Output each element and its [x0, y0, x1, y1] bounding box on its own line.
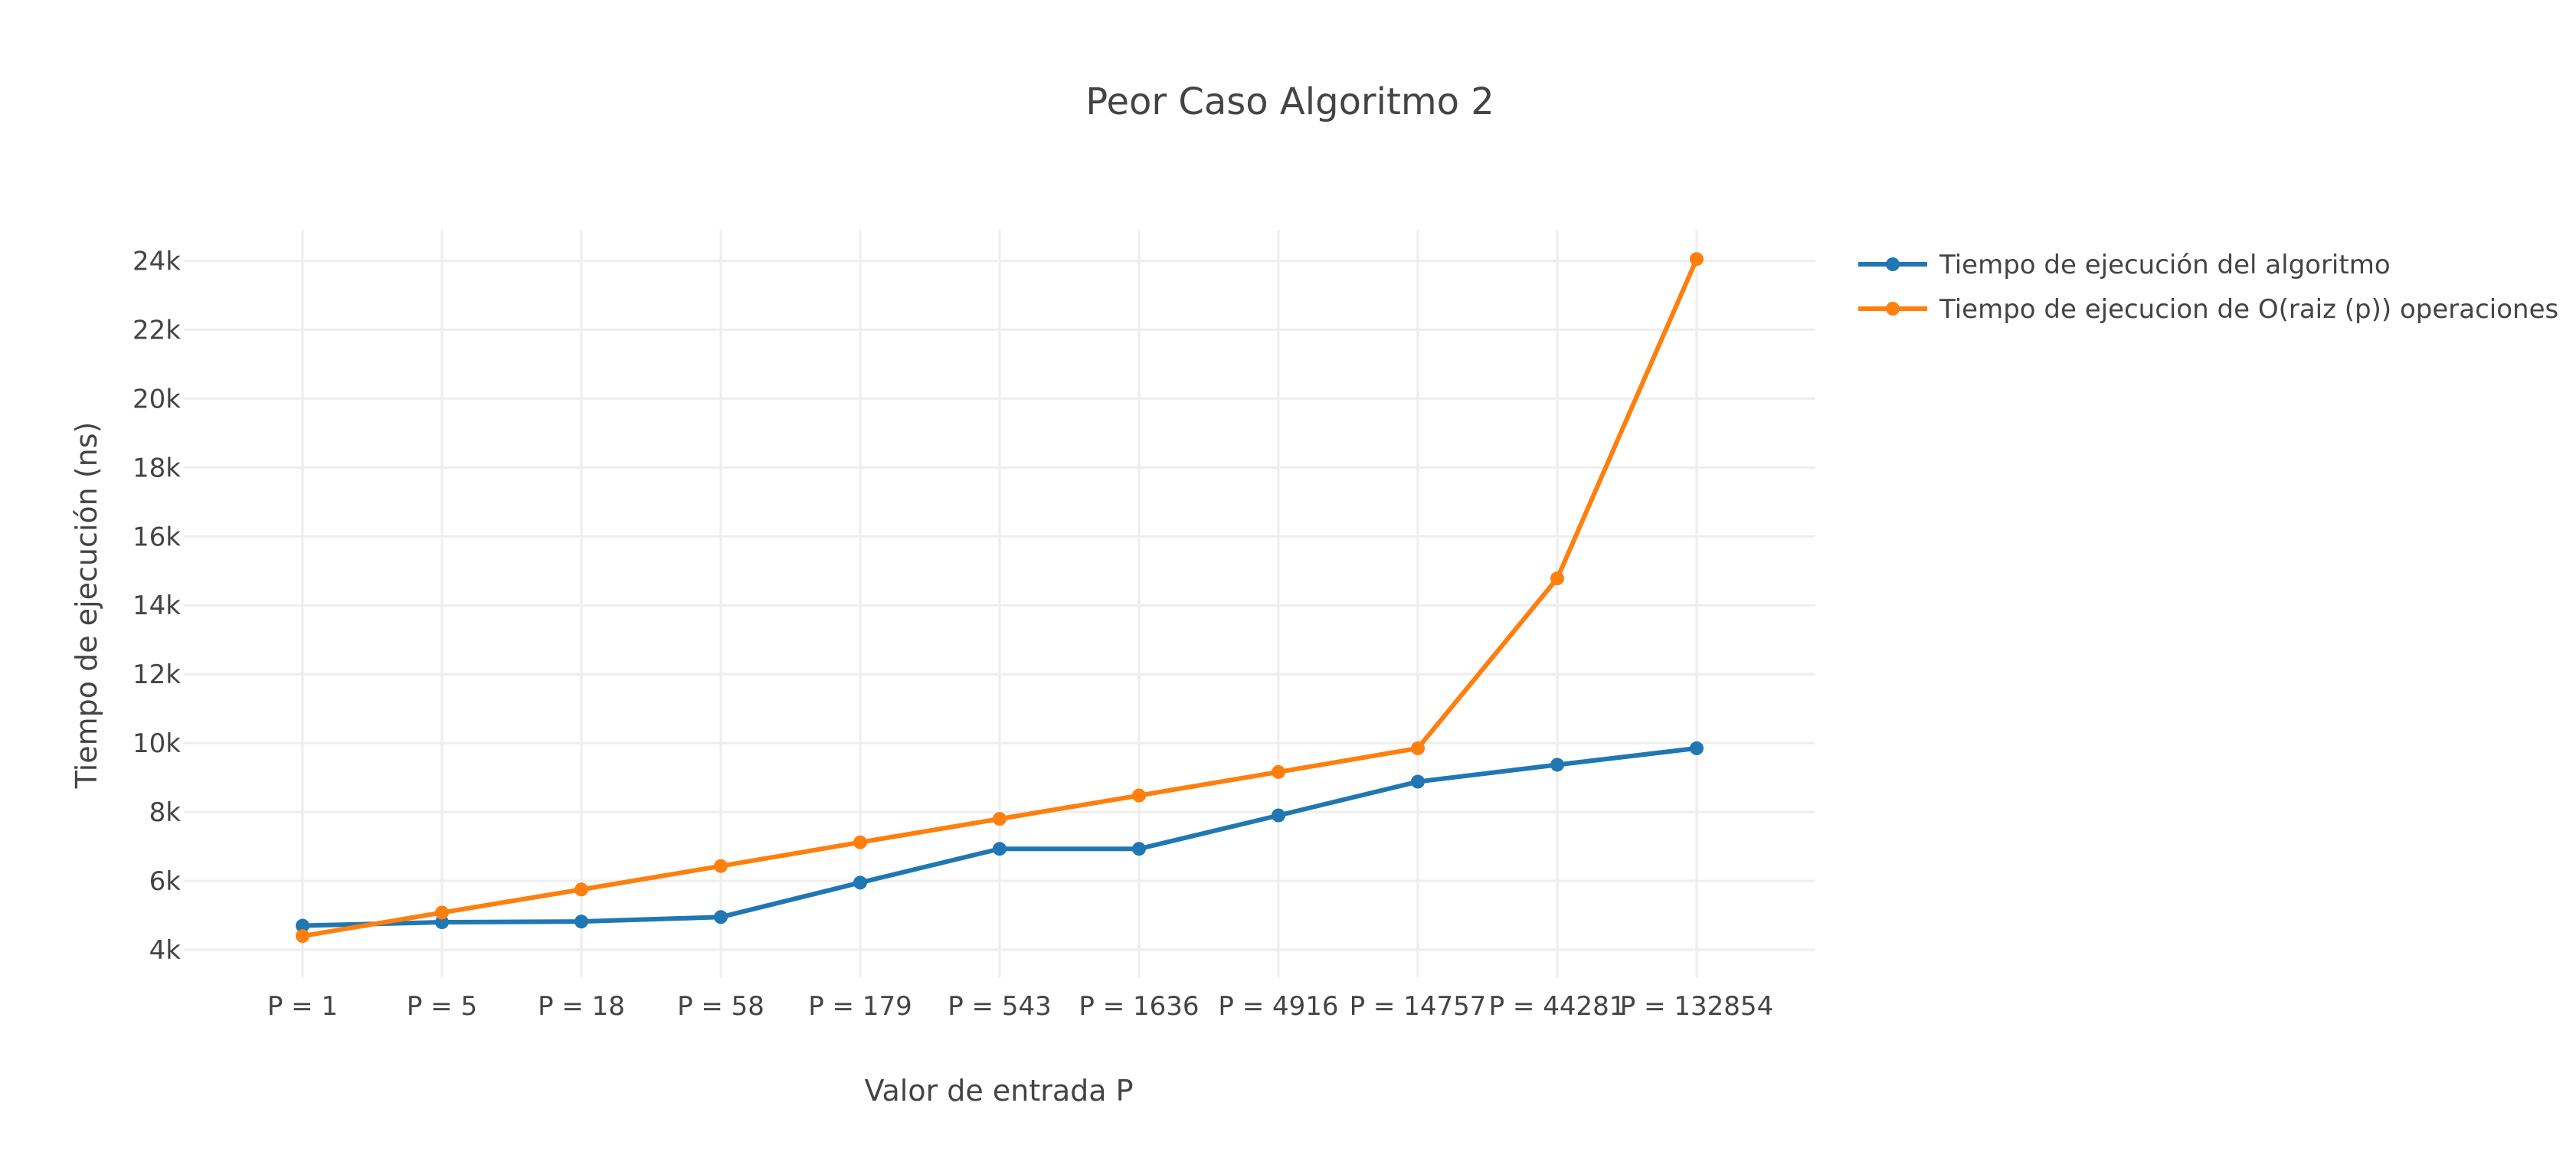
legend-marker	[1886, 302, 1900, 316]
chart-title: Peor Caso Algoritmo 2	[1085, 80, 1494, 123]
x-tick-label: P = 14757	[1350, 991, 1487, 1022]
data-point	[714, 859, 728, 873]
data-point	[574, 915, 588, 929]
x-axis-title: Valor de entrada P	[864, 1074, 1133, 1108]
y-tick-label: 12k	[133, 659, 181, 690]
series-2	[296, 252, 1704, 944]
x-tick-label: P = 58	[677, 991, 764, 1022]
data-point	[574, 882, 588, 897]
x-tick-label: P = 1636	[1079, 991, 1199, 1022]
legend-label: Tiempo de ejecucion de O(raiz (p)) opera…	[1939, 294, 2558, 325]
x-tick-label: P = 44281	[1489, 991, 1626, 1022]
series-layer	[296, 252, 1704, 944]
data-point	[714, 910, 728, 924]
data-point	[993, 842, 1007, 856]
y-tick-label: 20k	[133, 384, 181, 414]
y-axis-ticks: 4k 6k 8k 10k 12k 14k 16k 18k 20k 22k 24k	[133, 246, 181, 966]
y-tick-label: 22k	[133, 315, 181, 345]
data-point	[1272, 808, 1285, 823]
legend-marker	[1886, 257, 1900, 271]
x-tick-label: P = 1	[267, 991, 338, 1022]
y-tick-label: 6k	[149, 866, 182, 897]
data-point	[1550, 758, 1564, 772]
y-tick-label: 14k	[133, 591, 181, 621]
y-tick-label: 4k	[149, 935, 182, 966]
x-tick-label: P = 5	[407, 991, 477, 1022]
data-point	[435, 915, 449, 930]
legend-item-2: Tiempo de ejecucion de O(raiz (p)) opera…	[1858, 294, 2558, 325]
data-point	[993, 812, 1007, 826]
y-tick-label: 10k	[133, 728, 181, 759]
data-point	[853, 875, 867, 890]
y-axis-title: Tiempo de ejecución (ns)	[70, 422, 103, 790]
data-point	[1272, 764, 1285, 779]
data-point	[853, 835, 867, 849]
legend: Tiempo de ejecución del algoritmo Tiempo …	[1858, 250, 2558, 325]
x-tick-label: P = 543	[948, 991, 1052, 1022]
y-tick-label: 8k	[149, 797, 182, 828]
x-axis-ticks: P = 1 P = 5 P = 18 P = 58 P = 179 P = 543 P = …	[267, 991, 1773, 1022]
data-point	[1690, 741, 1704, 755]
grid	[184, 230, 1815, 977]
y-tick-label: 16k	[133, 522, 181, 552]
y-tick-label: 24k	[133, 246, 181, 277]
series-1	[296, 741, 1704, 933]
legend-item-1: Tiempo de ejecución del algoritmo	[1858, 250, 2391, 280]
data-point	[1690, 252, 1704, 267]
data-point	[1411, 774, 1425, 789]
data-point	[296, 918, 309, 933]
x-tick-label: P = 132854	[1620, 991, 1773, 1022]
data-point	[1132, 842, 1146, 856]
legend-label: Tiempo de ejecución del algoritmo	[1939, 250, 2391, 280]
data-point	[296, 929, 309, 944]
data-point	[1132, 788, 1146, 803]
y-tick-label: 18k	[133, 453, 181, 483]
x-tick-label: P = 179	[808, 991, 912, 1022]
data-point	[1550, 571, 1564, 586]
x-tick-label: P = 4916	[1218, 991, 1338, 1022]
x-tick-label: P = 18	[538, 991, 625, 1022]
data-point	[1411, 741, 1425, 755]
data-point	[435, 905, 449, 920]
